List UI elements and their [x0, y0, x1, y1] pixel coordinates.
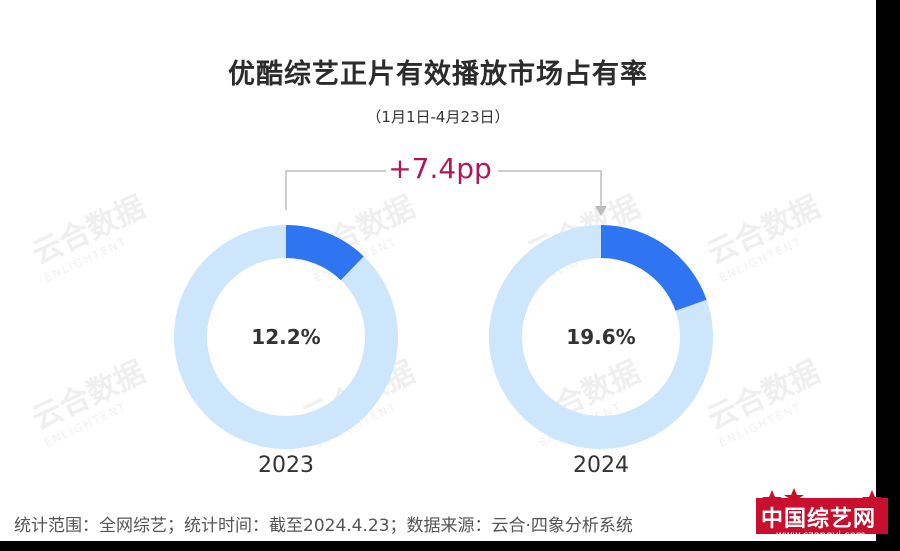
logo-url: www.czongyi.com	[776, 530, 866, 541]
year-label: 2023	[258, 453, 314, 478]
donut-value-label: 12.2%	[251, 325, 320, 349]
donut-value-label: 19.6%	[566, 325, 635, 349]
footer-source: 统计范围：全网综艺；统计时间：截至2024.4.23；数据来源：云合·四象分析系…	[14, 516, 633, 536]
slide: 云合数据 ENLIGHTENT 云合数据 ENLIGHTENT 云合数据 ENL…	[0, 0, 876, 541]
delta-connector	[498, 170, 602, 206]
year-label: 2024	[573, 453, 629, 478]
donut-charts: 12.2% 19.6%	[174, 170, 713, 449]
donut-segment-share	[286, 225, 364, 281]
logo-text: 中国综艺网	[761, 507, 877, 532]
chart-subtitle: （1月1日-4月23日）	[366, 108, 510, 126]
donut-segment-share	[601, 225, 707, 311]
delta-label: +7.4pp	[388, 152, 492, 185]
arrow-head-icon	[595, 206, 607, 216]
logo-badge	[756, 488, 888, 534]
delta-connector	[285, 170, 386, 210]
chart-title: 优酷综艺正片有效播放市场占有率	[228, 59, 648, 90]
